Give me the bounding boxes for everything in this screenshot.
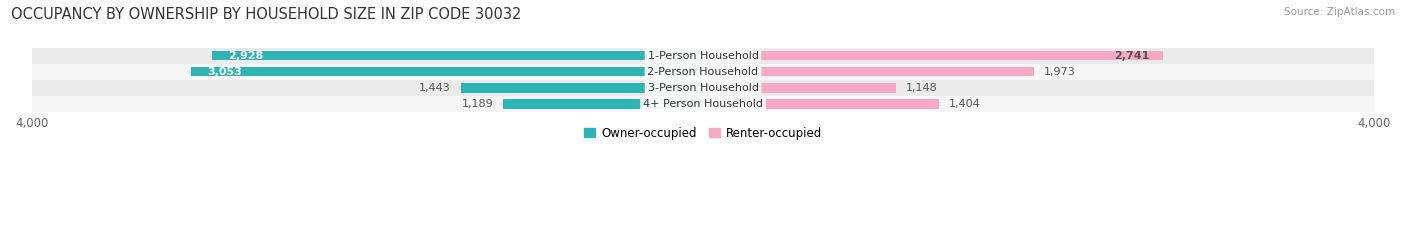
Bar <box>32 48 1374 64</box>
Text: 2,928: 2,928 <box>228 51 264 61</box>
Bar <box>191 67 703 76</box>
Text: 1-Person Household: 1-Person Household <box>648 51 758 61</box>
Text: Source: ZipAtlas.com: Source: ZipAtlas.com <box>1284 7 1395 17</box>
Bar <box>32 80 1374 96</box>
Bar <box>503 99 703 109</box>
Text: 3,053: 3,053 <box>208 67 242 77</box>
Text: 1,189: 1,189 <box>461 99 494 109</box>
Text: 1,973: 1,973 <box>1045 67 1076 77</box>
Text: 3-Person Household: 3-Person Household <box>648 83 758 93</box>
Bar <box>703 99 939 109</box>
Bar <box>32 96 1374 112</box>
Text: OCCUPANCY BY OWNERSHIP BY HOUSEHOLD SIZE IN ZIP CODE 30032: OCCUPANCY BY OWNERSHIP BY HOUSEHOLD SIZE… <box>11 7 522 22</box>
Legend: Owner-occupied, Renter-occupied: Owner-occupied, Renter-occupied <box>583 127 823 140</box>
Bar <box>703 67 1035 76</box>
Text: 4+ Person Household: 4+ Person Household <box>643 99 763 109</box>
Text: 2,741: 2,741 <box>1114 51 1150 61</box>
Text: 1,148: 1,148 <box>905 83 938 93</box>
Bar <box>32 64 1374 80</box>
Text: 2-Person Household: 2-Person Household <box>647 67 759 77</box>
Bar <box>461 83 703 93</box>
Bar <box>703 83 896 93</box>
Bar <box>211 51 703 60</box>
Bar <box>703 51 1163 60</box>
Text: 1,443: 1,443 <box>419 83 451 93</box>
Text: 1,404: 1,404 <box>949 99 980 109</box>
